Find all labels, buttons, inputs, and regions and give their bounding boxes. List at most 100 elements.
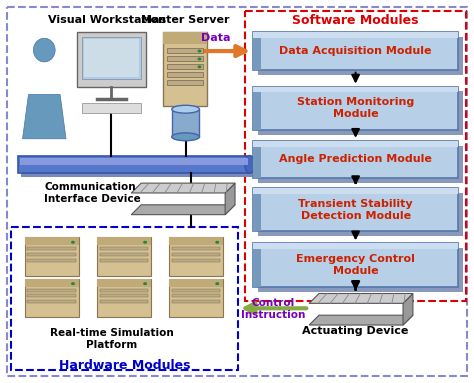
Ellipse shape (198, 65, 201, 68)
Bar (253, 87, 458, 92)
Polygon shape (309, 293, 413, 303)
Bar (253, 32, 458, 70)
Text: Actuating Device: Actuating Device (302, 326, 409, 336)
Bar (100, 288, 148, 291)
Bar (97, 237, 151, 276)
Text: Angle Prediction Module: Angle Prediction Module (279, 154, 432, 164)
Bar (27, 259, 76, 262)
Bar (97, 279, 151, 317)
Bar (253, 188, 261, 231)
Bar (100, 300, 148, 303)
Bar (163, 32, 207, 106)
Ellipse shape (71, 282, 75, 285)
Text: Communication
Interface Device: Communication Interface Device (44, 182, 141, 204)
Bar (253, 141, 458, 147)
Bar (25, 279, 79, 317)
Ellipse shape (215, 241, 219, 244)
Bar (82, 103, 141, 113)
Ellipse shape (33, 38, 55, 62)
Bar (172, 288, 220, 291)
Bar (253, 32, 458, 38)
Bar (167, 64, 203, 69)
Bar (25, 237, 79, 276)
Polygon shape (131, 205, 235, 214)
Bar (20, 159, 253, 177)
Polygon shape (131, 183, 235, 193)
Bar (258, 248, 463, 291)
Bar (245, 11, 466, 301)
Text: Control
Instruction: Control Instruction (241, 298, 306, 320)
Bar (100, 259, 148, 262)
Bar (172, 253, 220, 256)
Bar (100, 295, 148, 298)
Bar (25, 237, 79, 245)
Text: Real-time Simulation
Platform: Real-time Simulation Platform (50, 328, 173, 350)
Bar (19, 157, 248, 165)
Text: Emergency Control
Module: Emergency Control Module (296, 254, 415, 276)
Bar (258, 92, 463, 135)
Bar (82, 37, 141, 79)
Text: Visual Workstation: Visual Workstation (47, 15, 165, 25)
Bar (100, 253, 148, 256)
Bar (172, 295, 220, 298)
Bar (163, 32, 207, 44)
Ellipse shape (245, 155, 255, 173)
Bar (253, 141, 458, 178)
Bar (84, 39, 139, 77)
Bar (11, 228, 238, 370)
Bar (172, 247, 220, 250)
Bar (172, 300, 220, 303)
Ellipse shape (143, 282, 147, 285)
Ellipse shape (172, 133, 200, 141)
Bar (27, 247, 76, 250)
Bar (27, 300, 76, 303)
Text: Data: Data (201, 33, 230, 43)
Bar (27, 253, 76, 256)
Bar (172, 109, 200, 137)
Bar (97, 237, 151, 245)
Bar (253, 243, 458, 249)
Bar (167, 48, 203, 53)
Bar (97, 279, 151, 286)
Polygon shape (225, 183, 235, 214)
Bar (167, 56, 203, 61)
Text: Hardware Modules: Hardware Modules (59, 359, 190, 372)
Bar (167, 80, 203, 85)
Ellipse shape (143, 241, 147, 244)
Bar (172, 259, 220, 262)
Bar (169, 237, 223, 276)
Bar (253, 188, 458, 194)
Text: Software Modules: Software Modules (292, 14, 419, 27)
Bar (100, 247, 148, 250)
Bar (253, 32, 261, 70)
Bar (258, 193, 463, 236)
Bar (169, 279, 223, 317)
Ellipse shape (198, 57, 201, 61)
Ellipse shape (71, 241, 75, 244)
Bar (18, 155, 250, 173)
Bar (169, 279, 223, 286)
Polygon shape (403, 293, 413, 325)
Ellipse shape (215, 282, 219, 285)
Polygon shape (23, 95, 66, 139)
Bar (253, 188, 458, 231)
Text: Station Monitoring
Module: Station Monitoring Module (297, 97, 414, 119)
Polygon shape (309, 315, 413, 325)
Ellipse shape (198, 49, 201, 52)
Bar (253, 141, 261, 178)
Bar (77, 32, 146, 87)
Text: Data Acquisition Module: Data Acquisition Module (279, 46, 432, 56)
Bar (258, 146, 463, 183)
Bar (169, 237, 223, 245)
Bar (27, 288, 76, 291)
Text: Master Server: Master Server (141, 15, 230, 25)
Bar (253, 87, 261, 130)
Text: Transient Stability
Detection Module: Transient Stability Detection Module (298, 198, 413, 221)
Bar (253, 243, 458, 286)
Bar (25, 279, 79, 286)
Bar (253, 87, 458, 130)
Bar (258, 37, 463, 75)
Ellipse shape (172, 105, 200, 113)
Bar (167, 72, 203, 77)
Bar (27, 295, 76, 298)
